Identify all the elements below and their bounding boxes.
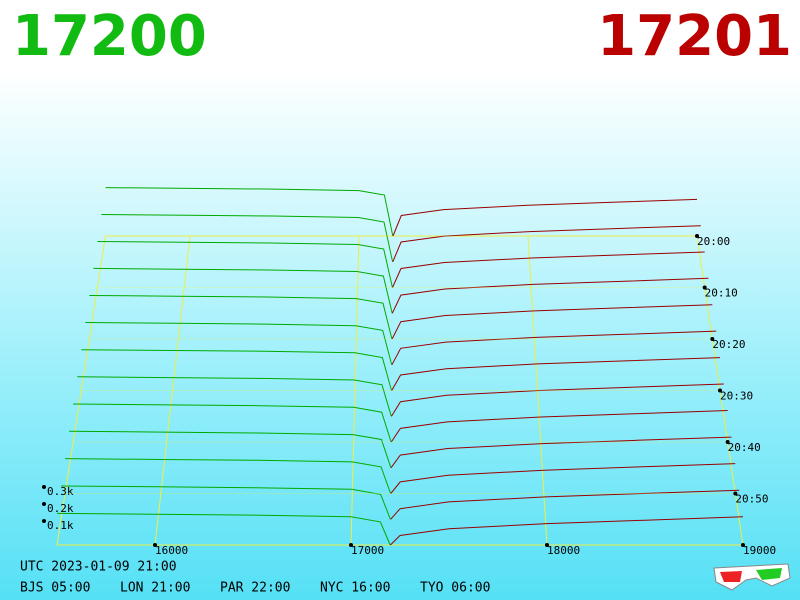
bid-depth-line [73,403,392,443]
z-tick [710,337,715,341]
z-tick [725,440,730,444]
ask-depth-line [391,383,724,417]
x-tick-label: 19000 [743,544,776,557]
z-tick-label: 20:20 [712,338,745,351]
bid-depth-line [97,241,393,288]
ask-depth-line [390,436,732,469]
ask-depth-line [390,463,736,494]
z-tick [718,388,722,393]
z-tick-label: 20:00 [697,235,730,248]
y-tick [42,519,46,523]
ask-depth-line [391,304,713,340]
city-time: LON 21:00 [120,581,190,596]
3d-glasses-icon[interactable] [713,563,791,591]
ask-depth-line [392,198,698,237]
bid-depth-line [60,485,391,520]
ask-depth-line [390,516,744,546]
ask-depth-line [392,251,705,288]
z-tick [733,491,738,496]
city-time: NYC 16:00 [320,581,390,596]
z-tick [695,234,699,238]
floor-edge [56,235,106,546]
z-tick-label: 20:50 [735,493,768,506]
z-tick-label: 20:30 [720,390,753,403]
y-tick-label: 0.3k [47,485,74,498]
bid-depth-line [69,430,392,468]
bid-depth-line [65,458,392,494]
y-tick-label: 0.1k [47,519,74,532]
bid-depth-line [93,267,393,314]
x-tick [741,543,745,547]
y-tick [42,502,46,506]
y-tick-label: 0.2k [47,502,74,515]
x-tick-label: 16000 [155,544,188,557]
y-tick [42,485,46,489]
bid-depth-line [85,322,393,365]
x-tick [545,543,549,547]
bid-depth-line [77,376,392,417]
ask-depth-line [390,410,728,443]
ask-depth-line [392,225,701,262]
x-grid-line [154,235,191,546]
city-time: TYO 06:00 [420,581,490,596]
x-tick [153,543,157,547]
bid-depth-line [105,187,394,237]
bid-depth-line [56,512,391,546]
ask-depth-line [391,357,721,391]
bid-depth-line [81,349,392,391]
x-tick-label: 18000 [547,544,580,557]
x-tick [349,543,353,547]
city-time: PAR 22:00 [220,581,290,596]
bid-depth-line [89,295,393,340]
x-tick-label: 17000 [351,544,384,557]
utc-time: UTC 2023-01-09 21:00 [20,560,177,575]
red-lens [720,571,742,582]
best-ask: 17201 [597,4,792,69]
bid-depth-line [101,214,394,262]
z-tick [702,285,707,290]
best-bid: 17200 [12,4,207,69]
z-tick-label: 20:10 [705,287,738,300]
x-grid-line [350,235,360,546]
ask-depth-line [391,330,717,366]
z-tick-label: 20:40 [728,441,761,454]
green-lens [756,568,782,580]
ask-depth-line [391,277,709,314]
ask-depth-line [390,489,740,520]
city-time: BJS 05:00 [20,581,90,596]
